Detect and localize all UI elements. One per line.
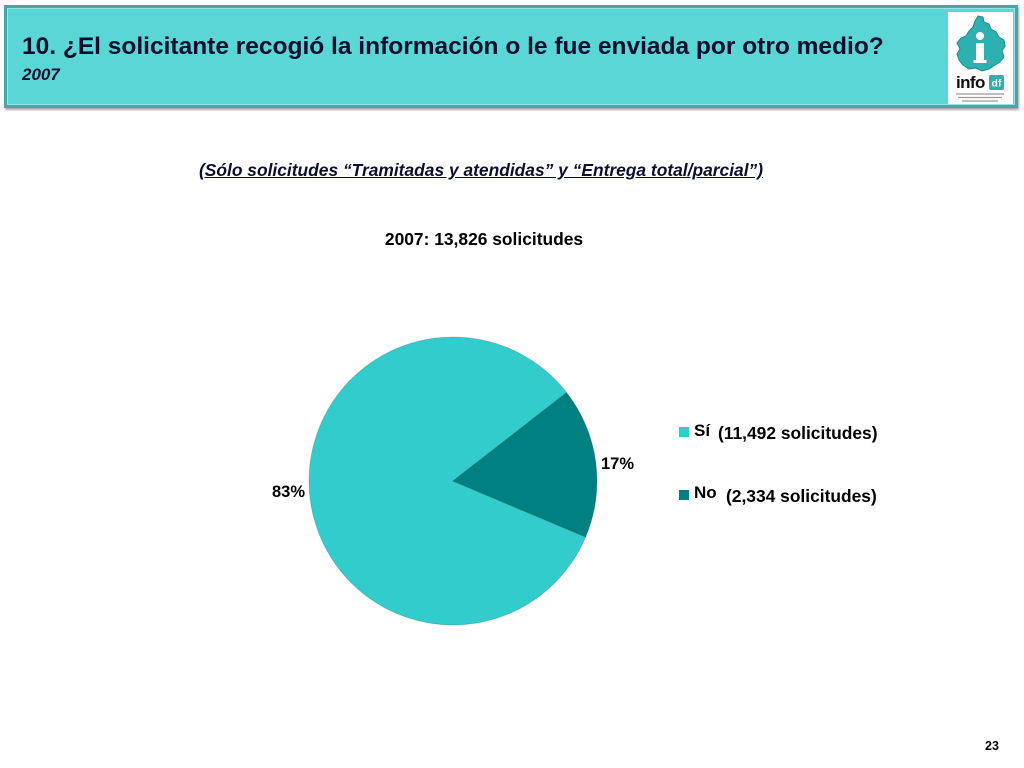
legend-count-no: (2,334 solicitudes) [726, 486, 877, 506]
logo: info df [948, 12, 1013, 104]
logo-caption-lines [956, 93, 1004, 102]
pie-slice-si [308, 336, 587, 626]
logo-suffix: df [992, 78, 1002, 90]
data-label-no: 17% [601, 455, 635, 473]
logo-word: info [956, 73, 985, 92]
logo-suffix-box [989, 75, 1004, 90]
header-banner [4, 5, 1018, 108]
page-subtitle-year: 2007 [22, 65, 60, 84]
page-number: 23 [985, 739, 999, 753]
chart-title: 2007: 13,826 solicitudes [384, 229, 584, 249]
data-label-si: 83% [271, 483, 305, 501]
legend-label-si: Sí [694, 421, 711, 440]
map-logo-icon: info df [956, 15, 1006, 102]
legend-label-no: No [694, 483, 717, 502]
legend-count-si: (11,492 solicitudes) [718, 423, 878, 443]
legend-marker-si [679, 427, 689, 437]
filter-note: (Sólo solicitudes “Tramitadas y atendida… [198, 160, 764, 180]
pie-chart [308, 336, 598, 626]
info-i-icon [973, 32, 987, 63]
page-title: 10. ¿El solicitante recogió la informaci… [22, 33, 884, 60]
legend-marker-no [679, 490, 689, 500]
pie-slice-no [452, 391, 598, 538]
